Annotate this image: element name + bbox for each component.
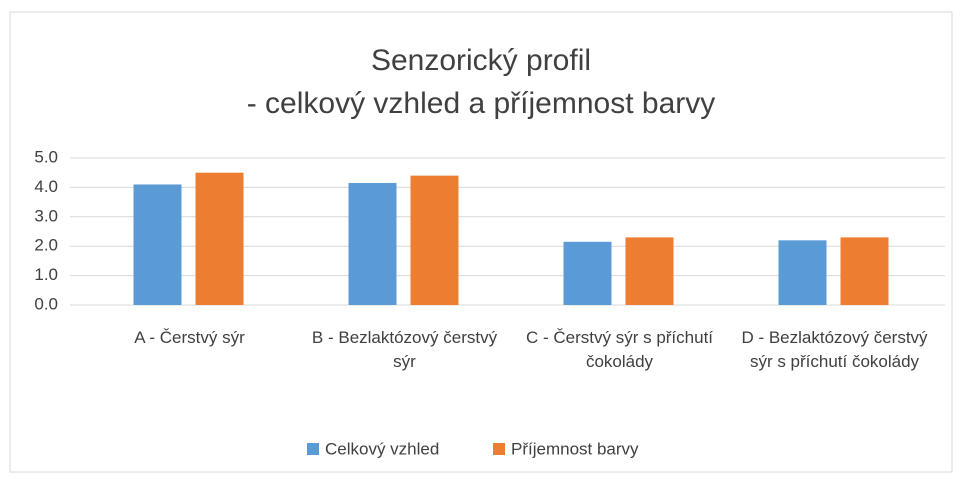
chart-title: Senzorický profil bbox=[371, 44, 591, 77]
bar bbox=[625, 237, 674, 305]
x-tick-label: D - Bezlaktózový čerstvý sýr s příchutí … bbox=[741, 328, 928, 371]
chart-border bbox=[9, 11, 953, 473]
bar bbox=[410, 175, 459, 305]
y-tick-label: 2.0 bbox=[34, 236, 58, 255]
y-tick-label: 5.0 bbox=[34, 147, 58, 166]
bar bbox=[195, 172, 244, 305]
legend-swatch bbox=[307, 443, 319, 455]
y-tick-label: 0.0 bbox=[34, 294, 58, 313]
y-tick-label: 1.0 bbox=[34, 265, 58, 284]
y-tick-label: 3.0 bbox=[34, 206, 58, 225]
x-tick-label: A - Čerstvý sýr bbox=[134, 328, 245, 347]
bar bbox=[133, 184, 182, 305]
legend-label: Celkový vzhled bbox=[325, 439, 439, 458]
legend-label: Příjemnost barvy bbox=[511, 439, 639, 458]
bar bbox=[778, 240, 827, 305]
x-tick-label: C - Čerstvý sýr s příchutí čokolády bbox=[525, 328, 714, 371]
x-tick-label: B - Bezlaktózový čerstvý sýr bbox=[311, 328, 498, 371]
bar bbox=[348, 182, 397, 305]
y-tick-label: 4.0 bbox=[34, 177, 58, 196]
bar bbox=[563, 241, 612, 305]
chart-title: - celkový vzhled a příjemnost barvy bbox=[247, 87, 716, 120]
bar bbox=[840, 237, 889, 305]
legend-swatch bbox=[493, 443, 505, 455]
